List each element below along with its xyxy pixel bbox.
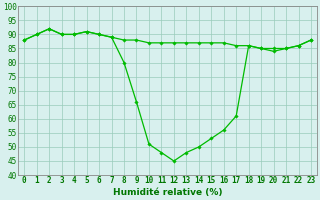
X-axis label: Humidité relative (%): Humidité relative (%): [113, 188, 222, 197]
